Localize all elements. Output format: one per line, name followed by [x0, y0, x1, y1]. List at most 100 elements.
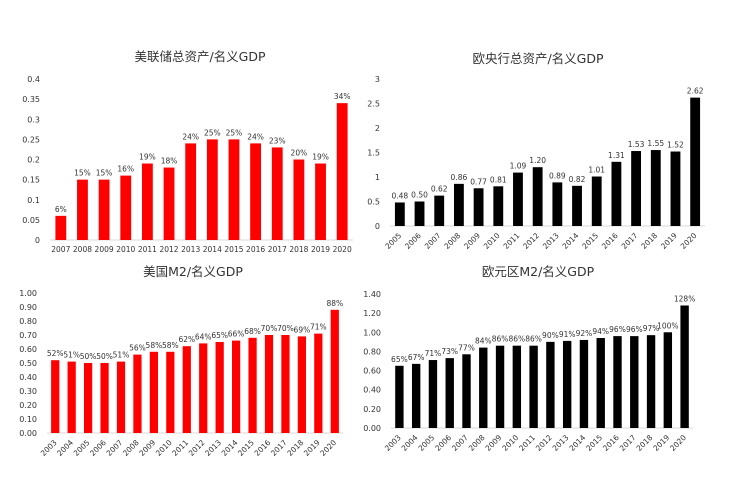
- x-tick-label: 2009: [95, 245, 114, 254]
- bar: [232, 340, 241, 433]
- data-label: 86%: [525, 335, 542, 344]
- y-tick-label: 0.80: [19, 317, 37, 326]
- bar: [166, 351, 175, 433]
- data-label: 2.62: [687, 87, 704, 96]
- data-label: 1.20: [529, 156, 546, 165]
- x-tick-label: 2007: [51, 245, 70, 254]
- data-label: 1.09: [510, 162, 527, 171]
- chart-panel-3: 美国M2/名义GDP 0.00 0.10 0.20 0.30 0.40 0.50 0.60 0.…: [19, 264, 343, 458]
- bar: [495, 345, 505, 428]
- x-tick-label: 2015: [580, 231, 600, 251]
- bar: [51, 360, 60, 433]
- bar: [670, 151, 681, 226]
- x-tick-label: 2009: [137, 438, 157, 458]
- x-tick-label: 2012: [521, 231, 541, 251]
- data-label: 62%: [178, 335, 195, 344]
- y-tick-label: 0.30: [19, 387, 37, 396]
- bar: [596, 338, 605, 428]
- y-tick-label: 0.35: [22, 95, 40, 104]
- data-label: 91%: [559, 330, 576, 339]
- bar: [546, 341, 555, 428]
- bar: [141, 163, 153, 240]
- data-label: 100%: [657, 321, 678, 330]
- y-tick-label: 0.25: [22, 135, 40, 144]
- bar: [199, 343, 208, 433]
- x-tick-label: 2015: [584, 433, 604, 453]
- y-tick-label: 1.20: [363, 309, 381, 318]
- y-tick-label: 0.60: [19, 345, 37, 354]
- bar: [395, 365, 404, 428]
- bar: [206, 139, 218, 240]
- bar: [532, 167, 543, 226]
- bar: [630, 336, 639, 428]
- data-label: 19%: [139, 153, 156, 162]
- bar: [529, 345, 538, 428]
- bar: [591, 176, 602, 226]
- bar: [411, 363, 421, 428]
- bar: [248, 337, 257, 433]
- y-tick-label: 1.5: [367, 149, 380, 158]
- bar: [84, 363, 93, 433]
- x-tick-label: 2020: [318, 438, 338, 458]
- y-tick-label: 0.00: [19, 429, 37, 438]
- x-tick-label: 2013: [541, 231, 561, 251]
- data-label: 23%: [269, 136, 286, 145]
- y-tick-label: 0.5: [367, 198, 380, 207]
- data-label: 86%: [508, 335, 525, 344]
- x-tick-label: 2013: [181, 245, 200, 254]
- data-label: 65%: [391, 355, 408, 364]
- x-tick-label: 2012: [159, 245, 178, 254]
- x-tick-label: 2016: [600, 231, 620, 251]
- y-tick-label: 0: [375, 222, 380, 231]
- x-tick-label: 2010: [482, 231, 502, 251]
- chart-title: 欧元区M2/名义GDP: [482, 264, 595, 279]
- data-label: 24%: [247, 132, 264, 141]
- chart-panel-1: 美联储总资产/名义GDP 0 0.05 0.1 0.15 0.2 0.25 0.3 0.35 0.…: [22, 49, 353, 254]
- data-label: 128%: [674, 294, 695, 303]
- data-label: 50%: [96, 352, 113, 361]
- x-tick-label: 2004: [400, 433, 420, 453]
- y-tick-label: 1.40: [363, 290, 381, 299]
- data-label: 70%: [277, 324, 294, 333]
- y-tick-label: 0.50: [19, 359, 37, 368]
- data-label: 65%: [211, 331, 228, 340]
- bar: [55, 215, 67, 240]
- x-tick-label: 2005: [416, 433, 436, 453]
- bar: [336, 103, 348, 241]
- y-tick-label: 0.70: [19, 331, 37, 340]
- bar: [293, 159, 305, 240]
- data-label: 51%: [63, 351, 80, 360]
- bar: [271, 147, 283, 240]
- bar: [613, 336, 622, 428]
- y-tick-label: 1.00: [19, 289, 37, 298]
- x-tick-label: 2019: [302, 438, 322, 458]
- x-tick-label: 2017: [268, 245, 287, 254]
- data-label: 97%: [643, 324, 660, 333]
- data-label: 88%: [326, 299, 343, 308]
- x-tick-label: 2016: [253, 438, 273, 458]
- y-tick-label: 0.10: [19, 415, 37, 424]
- bar: [552, 182, 563, 226]
- data-label: 0.50: [411, 191, 428, 200]
- x-tick-label: 2019: [659, 231, 679, 251]
- data-label: 0.62: [431, 185, 448, 194]
- data-label: 58%: [162, 341, 179, 350]
- x-tick-label: 2018: [639, 231, 659, 251]
- x-tick-label: 2017: [620, 231, 640, 251]
- bar: [330, 309, 339, 433]
- x-tick-label: 2007: [450, 433, 470, 453]
- x-tick-label: 2010: [500, 433, 520, 453]
- bar: [163, 167, 175, 240]
- chart-title: 欧央行总资产/名义GDP: [472, 51, 604, 66]
- data-label: 19%: [312, 153, 329, 162]
- bar: [445, 358, 454, 428]
- x-tick-label: 2008: [121, 438, 141, 458]
- x-tick-label: 2015: [224, 245, 243, 254]
- chart-panel-2: 欧央行总资产/名义GDP00.511.522.530.4820050.50200…: [367, 51, 705, 251]
- bar: [264, 335, 274, 433]
- bar: [67, 361, 76, 433]
- bar: [663, 332, 673, 428]
- y-tick-label: 1: [375, 173, 380, 182]
- x-tick-label: 2012: [187, 438, 207, 458]
- data-label: 0.77: [470, 177, 487, 186]
